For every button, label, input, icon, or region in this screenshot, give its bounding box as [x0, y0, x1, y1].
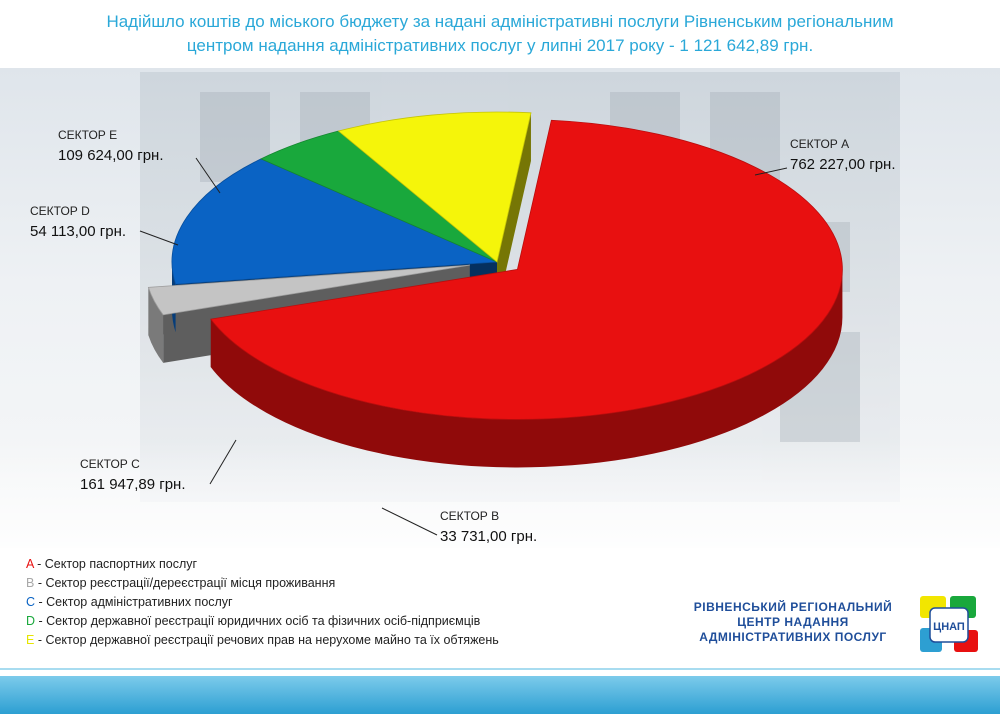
legend-key: E	[26, 633, 35, 647]
pie-slice-c	[171, 158, 498, 285]
leader-line-c	[209, 439, 237, 485]
legend-text: - Сектор реєстрації/дереєстрації місця п…	[34, 576, 336, 590]
legend-item-a: A - Сектор паспортних послуг	[26, 555, 499, 574]
organization-line-1: РІВНЕНСЬКИЙ РЕГІОНАЛЬНИЙ	[693, 600, 893, 614]
pie-rim-a	[210, 269, 843, 468]
logo-text: ЦНАП	[933, 621, 965, 633]
slice-label-name-e: СЕКТОР E	[58, 128, 117, 142]
pie-rim-b	[148, 287, 164, 363]
legend-item-c: C - Сектор адміністративних послуг	[26, 593, 499, 612]
chart-title-line-2: центром надання адміністративних послуг …	[186, 36, 814, 55]
leader-line-a	[754, 167, 788, 176]
legend-key: D	[26, 614, 36, 628]
cnap-logo-icon: ЦНАП	[920, 596, 978, 652]
leader-line-b	[381, 507, 438, 536]
legend-key: B	[26, 576, 35, 590]
leader-line-e	[195, 157, 221, 194]
slice-label-value-c: 161 947,89 грн.	[80, 476, 186, 493]
slice-label-name-a: СЕКТОР А	[790, 137, 849, 151]
slice-label-name-d: СЕКТОР D	[30, 204, 90, 218]
pie-slice-a	[210, 119, 843, 420]
footer-divider	[0, 668, 1000, 670]
slice-label-value-e: 109 624,00 грн.	[58, 147, 164, 164]
legend-text: - Сектор державної реєстрації речових пр…	[34, 633, 499, 647]
slice-label-value-d: 54 113,00 грн.	[30, 223, 126, 240]
pie-tops	[147, 111, 843, 420]
chart-title: Надійшло коштів до міського бюджету за н…	[60, 10, 940, 58]
legend-text: - Сектор адміністративних послуг	[35, 595, 233, 609]
pie-slice-b	[147, 264, 470, 316]
leader-line-d	[139, 230, 179, 246]
legend-text: - Сектор державної реєстрації юридичних …	[35, 614, 481, 628]
legend: A - Сектор паспортних послуг B - Сектор …	[26, 555, 499, 650]
organization-line-3: АДМІНІСТРАТИВНИХ ПОСЛУГ	[699, 630, 887, 644]
pie-wall-e-1	[497, 112, 531, 310]
legend-item-e: E - Сектор державної реєстрації речових …	[26, 631, 499, 650]
organization-line-2: ЦЕНТР НАДАННЯ	[737, 615, 849, 629]
legend-item-b: B - Сектор реєстрації/дереєстрації місця…	[26, 574, 499, 593]
pie-labels: СЕКТОР А 762 227,00 грн. СЕКТОР B 33 731,00…	[30, 128, 896, 545]
footer-band	[0, 676, 1000, 714]
legend-text: - Сектор паспортних послуг	[33, 557, 198, 571]
slice-label-value-a: 762 227,00 грн.	[790, 156, 896, 173]
slice-label-value-b: 33 731,00 грн.	[440, 528, 537, 545]
legend-key: C	[26, 595, 36, 609]
legend-key: A	[26, 557, 34, 571]
legend-item-d: D - Сектор державної реєстрації юридични…	[26, 612, 499, 631]
slice-label-name-c: СЕКТОР C	[80, 457, 140, 471]
organization-name: РІВНЕНСЬКИЙ РЕГІОНАЛЬНИЙ ЦЕНТР НАДАННЯ А…	[668, 600, 918, 645]
pie-slice-e	[337, 111, 532, 263]
chart-title-line-1: Надійшло коштів до міського бюджету за н…	[106, 12, 894, 31]
slice-label-name-b: СЕКТОР B	[440, 509, 499, 523]
